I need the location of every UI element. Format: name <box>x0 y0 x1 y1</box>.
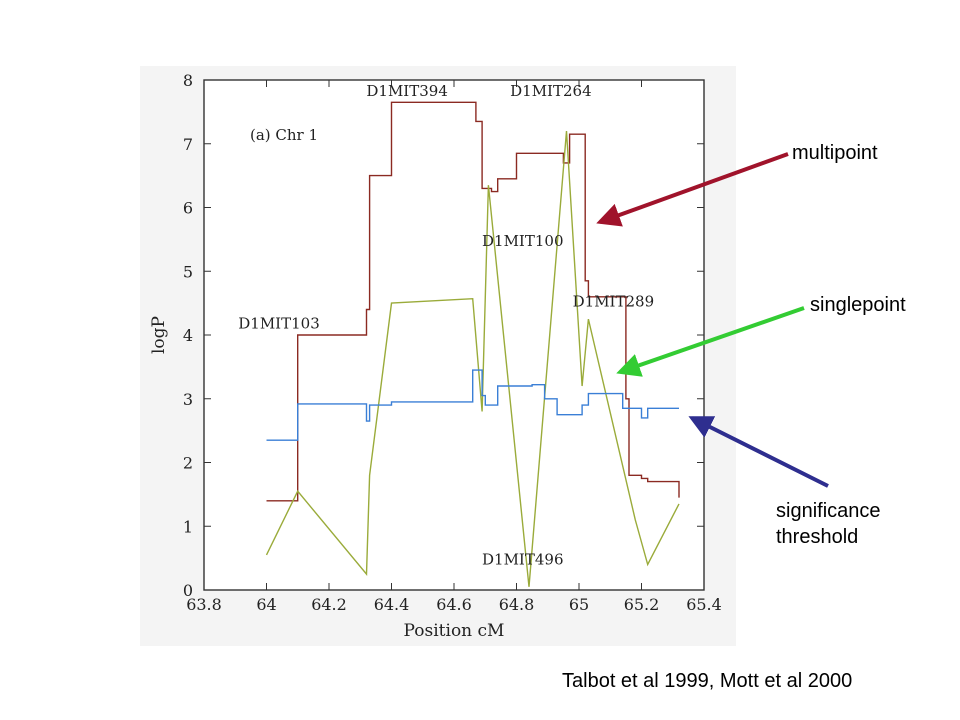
x-tick-label: 64.6 <box>436 595 472 614</box>
logp-chart: 63.8 64 64.2 64.4 64.6 64.8 65 65.2 65.4 0 1 2 3 4 5 6 7… <box>149 71 722 641</box>
marker-label: D1MIT496 <box>482 551 564 569</box>
y-tick-label: 6 <box>183 199 193 218</box>
y-tick-label: 7 <box>183 135 193 154</box>
x-tick-label: 64 <box>256 595 276 614</box>
citation: Talbot et al 1999, Mott et al 2000 <box>562 670 853 692</box>
marker-label: D1MIT100 <box>482 232 564 250</box>
x-tick-label: 65.2 <box>624 595 660 614</box>
figure-panel: 63.8 64 64.2 64.4 64.6 64.8 65 65.2 65.4 0 1 2 3 4 5 6 7… <box>140 66 736 646</box>
y-axis-label: logP <box>149 316 169 354</box>
y-tick-label: 2 <box>183 454 193 473</box>
x-tick-label: 64.4 <box>374 595 410 614</box>
marker-label: D1MIT394 <box>366 82 448 100</box>
y-tick-label: 4 <box>183 326 193 345</box>
series-line-significance-threshold <box>266 369 679 441</box>
series-line-singlepoint <box>265 130 680 587</box>
marker-label: D1MIT289 <box>573 292 655 310</box>
x-axis-label: Position cM <box>404 621 505 641</box>
marker-label: D1MIT103 <box>238 315 320 333</box>
singlepoint-callout-label: singlepoint <box>810 294 906 316</box>
plot-area <box>203 79 705 591</box>
threshold-callout-label: significance threshold <box>776 500 881 548</box>
multipoint-callout-label: multipoint <box>792 142 878 164</box>
y-tick-label: 1 <box>183 517 193 536</box>
panel-label: (a) Chr 1 <box>250 126 318 144</box>
y-tick-label: 3 <box>183 390 193 409</box>
x-tick-label: 65.4 <box>686 595 722 614</box>
y-tick-label: 5 <box>183 262 193 281</box>
x-tick-label: 64.8 <box>499 595 535 614</box>
y-tick-label: 0 <box>183 581 193 600</box>
series-line-multipoint <box>266 101 680 502</box>
y-tick-label: 8 <box>183 71 193 90</box>
x-tick-label: 64.2 <box>311 595 347 614</box>
x-tick-label: 65 <box>569 595 589 614</box>
marker-label: D1MIT264 <box>510 82 592 100</box>
x-tick-label: 63.8 <box>186 595 222 614</box>
